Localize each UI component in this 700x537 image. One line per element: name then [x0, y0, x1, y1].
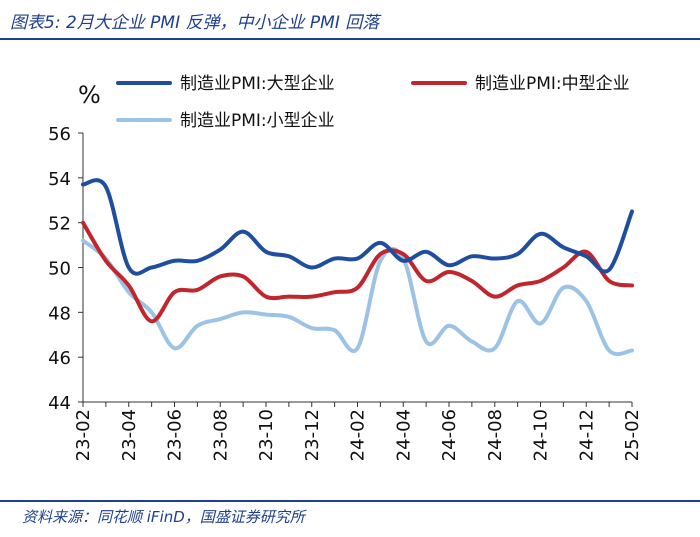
x-tick-label: 24-04 [393, 409, 414, 461]
x-tick-label: 23-02 [73, 409, 94, 461]
x-tick-label: 24-08 [485, 409, 506, 461]
y-tick-label: 48 [48, 303, 71, 324]
x-tick-label: 23-10 [256, 409, 277, 461]
y-tick-label: 52 [48, 214, 71, 235]
x-tick-label: 24-02 [348, 409, 369, 461]
x-tick-label: 25-02 [622, 409, 643, 461]
legend-label-2: 制造业PMI:中型企业 [475, 74, 630, 94]
series-lines [81, 178, 634, 357]
y-tick-label: 44 [48, 393, 71, 414]
chart-axes: 44 46 48 50 52 54 56 23-02 23-04 23-06 23-08 23-10 2… [48, 124, 643, 461]
bottom-divider [0, 500, 700, 502]
legend-label-3: 制造业PMI:小型企业 [180, 111, 335, 131]
x-tick-label: 24-12 [576, 409, 597, 461]
y-tick-label: 50 [48, 259, 71, 280]
y-tick-label: 54 [48, 169, 71, 190]
x-tick-label: 23-08 [210, 409, 231, 461]
x-tick-label: 24-10 [531, 409, 552, 461]
line-chart: 44 46 48 50 52 54 56 23-02 23-04 23-06 23-08 23-10 2… [48, 74, 643, 461]
series-line-3 [81, 238, 634, 357]
x-tick-label: 23-04 [119, 409, 140, 461]
y-axis-unit-label: % [78, 81, 101, 109]
y-tick-label: 46 [48, 348, 71, 369]
y-tick-label: 56 [48, 124, 71, 145]
top-divider [0, 38, 700, 40]
series-line-1 [81, 178, 634, 276]
figure-title: 图表5: 2月大企业 PMI 反弹，中小企业 PMI 回落 [10, 13, 380, 33]
x-tick-label: 24-06 [439, 409, 460, 461]
x-tick-label: 23-12 [302, 409, 323, 461]
source-note: 资料来源：同花顺 iFinD，国盛证券研究所 [22, 508, 305, 526]
series-line-2 [81, 220, 634, 324]
legend-label-1: 制造业PMI:大型企业 [180, 74, 335, 94]
x-tick-label: 23-06 [165, 409, 186, 461]
